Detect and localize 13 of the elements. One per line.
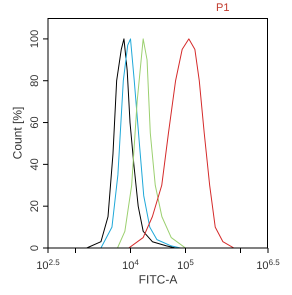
y-tick-label: 40: [29, 158, 41, 170]
y-tick-label: 0: [29, 244, 41, 252]
y-tick-label: 60: [29, 116, 41, 129]
x-axis-title: FITC-A: [138, 272, 178, 287]
text: P1: [216, 2, 230, 14]
y-tick-label: 20: [29, 200, 41, 212]
y-axis-title: Count [%]: [10, 106, 24, 160]
x-tick-label: 10$^{2.5}$: [36, 258, 60, 272]
y-tick-label: 80: [29, 74, 41, 87]
y-tick-label: 100: [29, 30, 41, 48]
x-tick-label: 10$^{6.5}$: [256, 258, 280, 272]
x-tick-label: 10$^{4}$: [122, 258, 140, 272]
x-tick-label: 10$^{5}$: [177, 258, 194, 272]
